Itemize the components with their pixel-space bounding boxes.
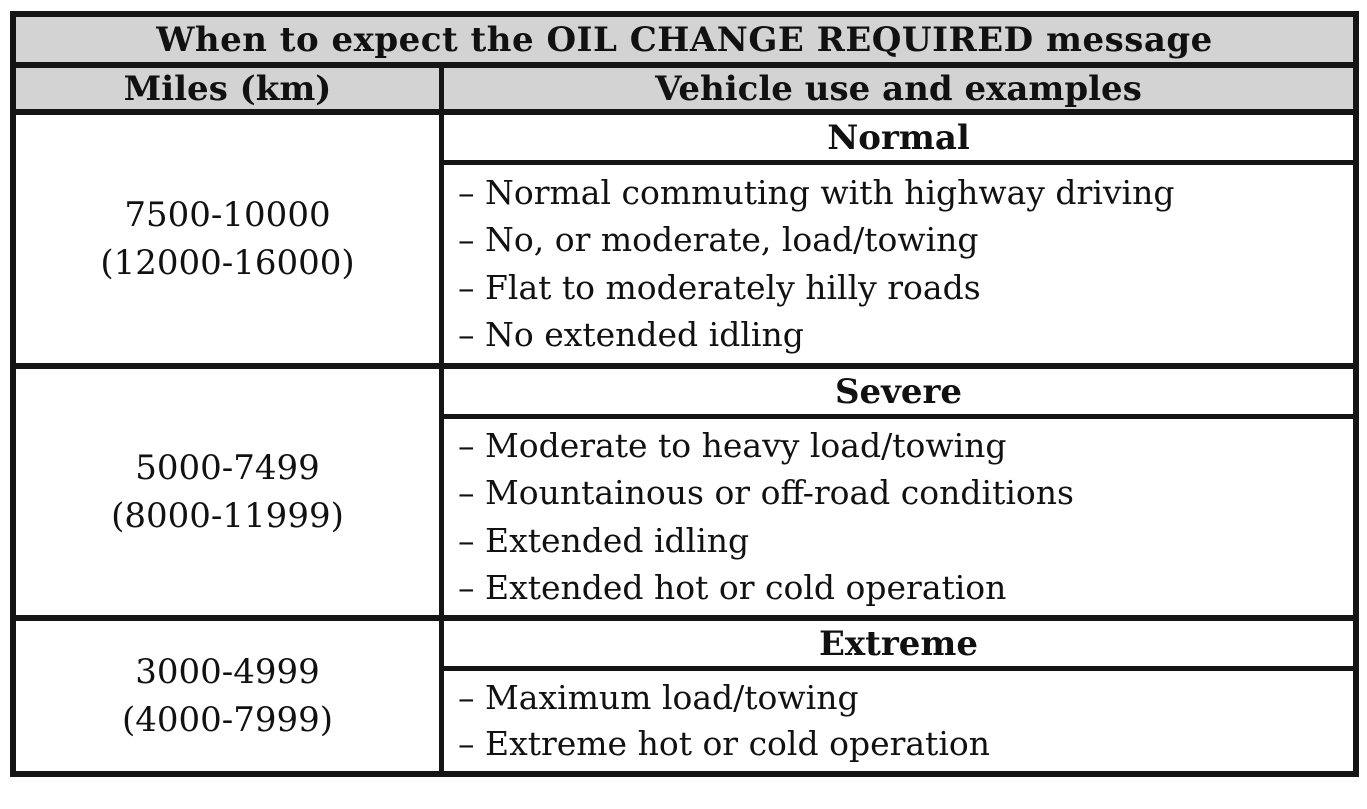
miles-range: 7500-10000 xyxy=(124,195,331,235)
table-title-row: When to expect the OIL CHANGE REQUIRED m… xyxy=(16,17,1353,68)
example-item: – No extended idling xyxy=(458,315,804,355)
example-item: – Maximum load/towing xyxy=(458,677,859,717)
km-range: (8000-11999) xyxy=(111,496,344,536)
header-cell-miles: Miles (km) xyxy=(16,68,444,109)
table-row: 5000-7499 (8000-11999) Severe – Moderate… xyxy=(16,369,1353,621)
example-item: – Mountainous or off-road conditions xyxy=(458,473,1074,513)
oil-change-table: When to expect the OIL CHANGE REQUIRED m… xyxy=(10,11,1359,777)
header-cell-usage: Vehicle use and examples xyxy=(444,68,1353,109)
miles-range: 5000-7499 xyxy=(135,448,320,488)
example-item: – Extended hot or cold operation xyxy=(458,567,1007,607)
miles-cell: 5000-7499 (8000-11999) xyxy=(16,369,444,615)
miles-range: 3000-4999 xyxy=(135,652,320,692)
usage-cell: Severe – Moderate to heavy load/towing –… xyxy=(444,369,1353,615)
column-header-miles: Miles (km) xyxy=(123,68,332,109)
table-row: 7500-10000 (12000-16000) Normal – Normal… xyxy=(16,115,1353,369)
example-item: – Flat to moderately hilly roads xyxy=(458,267,981,307)
km-range: (12000-16000) xyxy=(100,243,355,283)
example-item: – Moderate to heavy load/towing xyxy=(458,426,1007,466)
example-item: – Extreme hot or cold operation xyxy=(458,724,990,764)
example-item: – Normal commuting with highway driving xyxy=(458,172,1175,212)
km-range: (4000-7999) xyxy=(121,700,334,740)
miles-cell: 7500-10000 (12000-16000) xyxy=(16,115,444,363)
table-title: When to expect the OIL CHANGE REQUIRED m… xyxy=(156,19,1213,60)
examples-list: – Maximum load/towing – Extreme hot or c… xyxy=(444,671,1353,771)
miles-cell: 3000-4999 (4000-7999) xyxy=(16,621,444,771)
examples-list: – Moderate to heavy load/towing – Mounta… xyxy=(444,419,1353,615)
category-header: Severe xyxy=(444,369,1353,419)
example-item: – No, or moderate, load/towing xyxy=(458,220,979,260)
category-header: Extreme xyxy=(444,621,1353,671)
category-header: Normal xyxy=(444,115,1353,165)
column-header-usage: Vehicle use and examples xyxy=(655,68,1142,109)
table-row: 3000-4999 (4000-7999) Extreme – Maximum … xyxy=(16,621,1353,771)
examples-list: – Normal commuting with highway driving … xyxy=(444,165,1353,363)
usage-cell: Normal – Normal commuting with highway d… xyxy=(444,115,1353,363)
example-item: – Extended idling xyxy=(458,520,750,560)
usage-cell: Extreme – Maximum load/towing – Extreme … xyxy=(444,621,1353,771)
table-header-row: Miles (km) Vehicle use and examples xyxy=(16,68,1353,115)
